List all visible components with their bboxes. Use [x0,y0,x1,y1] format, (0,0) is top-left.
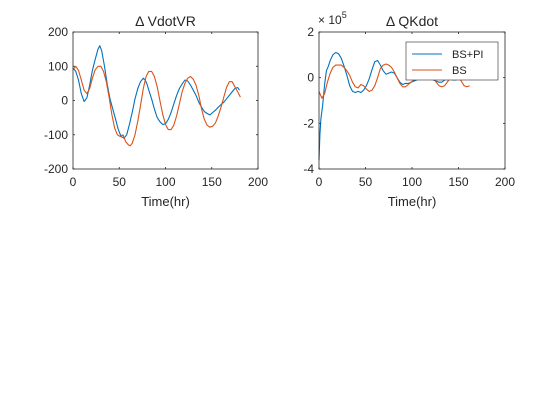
chart1-xtick-label: 200 [495,175,515,189]
qkdot-exponent-power: 5 [342,10,347,20]
chart0-ytick-label: 100 [48,59,68,73]
chart0-ytick-label: 200 [48,25,68,39]
chart1-xtick-label: 0 [316,175,323,189]
chart0-xtick-label: 50 [113,175,127,189]
legend-box [405,41,499,81]
chart0-xtick-label: 0 [70,175,77,189]
qkdot-legend: BS+PI BS [405,41,499,81]
chart1-ytick-label: 0 [307,71,314,85]
chart0-xtick-label: 100 [155,175,175,189]
chart0-ytick-label: -100 [44,128,68,142]
vdotvr-chart: Δ VdotVR 0 50 100 150 200 -200 -100 0 100 200 Tim… [44,13,268,209]
chart0-xtick-label: 200 [248,175,268,189]
chart1-xtick-label: 100 [402,175,422,189]
chart1-ytick-label: 2 [307,25,314,39]
chart1-xtick-label: 150 [448,175,468,189]
chart1-series-2-line [318,63,470,99]
qkdot-chart: Δ QKdot × 105 0 50 100 150 200 -4 -2 0 2 Time(hr… [303,10,515,209]
chart1-series-1-line [318,51,469,160]
chart0-series-1-line [72,45,240,139]
qkdot-title: Δ QKdot [386,13,438,29]
chart0-ytick-label: -200 [44,162,68,176]
vdotvr-title: Δ VdotVR [135,13,196,29]
chart1-ytick-label: -2 [303,116,314,130]
chart0-xtick-label: 150 [202,175,222,189]
qkdot-exponent-base: × 10 [318,13,342,27]
chart1-xtick-label: 50 [359,175,373,189]
chart0-ytick-label: 0 [61,94,68,108]
qkdot-exponent-label: × 105 [318,10,347,27]
qkdot-xlabel: Time(hr) [388,194,437,209]
legend-label-bs: BS [452,65,467,77]
vdotvr-xlabel: Time(hr) [141,194,190,209]
chart0-series-2-line [72,65,241,147]
chart1-ytick-label: -4 [303,162,314,176]
legend-label-bs-pi: BS+PI [452,49,484,61]
